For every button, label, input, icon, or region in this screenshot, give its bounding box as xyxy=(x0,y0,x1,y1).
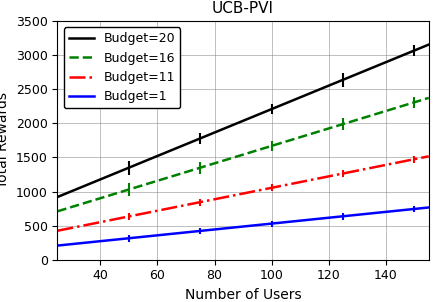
Budget=16 xyxy=(276,142,281,146)
Budget=20 xyxy=(56,195,61,198)
Budget=11 xyxy=(274,185,280,188)
Budget=16 xyxy=(391,107,396,110)
Budget=11 xyxy=(282,183,287,187)
Budget=16 xyxy=(274,142,280,146)
Budget=1 xyxy=(282,220,287,224)
Budget=11 xyxy=(55,229,60,233)
Legend: Budget=20, Budget=16, Budget=11, Budget=1: Budget=20, Budget=16, Budget=11, Budget=… xyxy=(64,27,180,108)
Budget=20 xyxy=(391,57,396,61)
Budget=20 xyxy=(274,105,280,109)
Budget=11 xyxy=(368,166,373,170)
Budget=20 xyxy=(426,43,431,47)
Budget=16 xyxy=(426,96,431,100)
Budget=20 xyxy=(368,67,373,70)
Line: Budget=1: Budget=1 xyxy=(57,207,429,246)
Budget=1 xyxy=(55,244,60,247)
Line: Budget=20: Budget=20 xyxy=(57,45,429,197)
Budget=20 xyxy=(55,195,60,199)
Budget=11 xyxy=(391,162,396,165)
Line: Budget=16: Budget=16 xyxy=(57,98,429,211)
Title: UCB-PVI: UCB-PVI xyxy=(212,1,274,16)
Budget=1 xyxy=(56,244,61,247)
Budget=16 xyxy=(368,114,373,117)
Budget=20 xyxy=(282,102,287,105)
Budget=1 xyxy=(391,209,396,213)
Y-axis label: Total Rewards: Total Rewards xyxy=(0,92,10,188)
Budget=1 xyxy=(368,212,373,215)
Budget=1 xyxy=(274,221,280,225)
Budget=16 xyxy=(56,209,61,213)
Budget=16 xyxy=(55,210,60,213)
Budget=1 xyxy=(276,221,281,225)
X-axis label: Number of Users: Number of Users xyxy=(185,288,301,302)
Budget=11 xyxy=(56,229,61,232)
Budget=11 xyxy=(276,185,281,188)
Budget=16 xyxy=(282,140,287,144)
Line: Budget=11: Budget=11 xyxy=(57,156,429,231)
Budget=11 xyxy=(426,155,431,158)
Budget=1 xyxy=(426,206,431,209)
Budget=20 xyxy=(276,104,281,108)
